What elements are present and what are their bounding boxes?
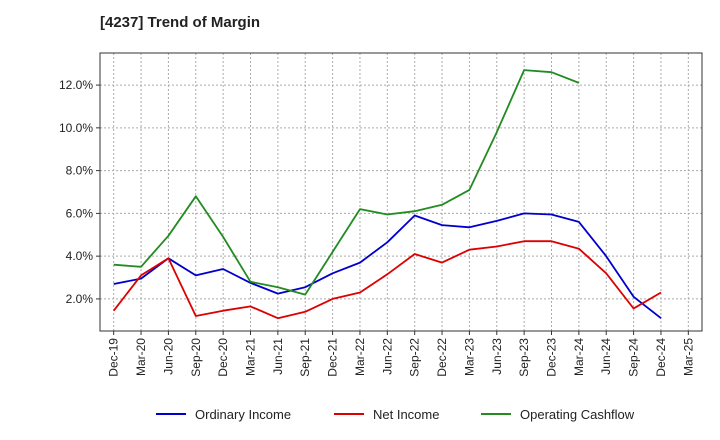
y-tick-label: 10.0%: [59, 121, 93, 135]
x-tick-label: Mar-21: [244, 338, 258, 376]
x-tick-label: Sep-23: [517, 338, 531, 377]
x-tick-label: Sep-22: [408, 338, 422, 377]
x-tick-label: Jun-21: [271, 338, 285, 375]
y-tick-label: 4.0%: [66, 249, 94, 263]
y-tick-label: 2.0%: [66, 292, 94, 306]
y-tick-label: 8.0%: [66, 164, 94, 178]
series-line-operating-cashflow: [113, 69, 580, 296]
x-tick-label: Mar-23: [462, 338, 476, 376]
chart-title: [4237] Trend of Margin: [100, 14, 261, 31]
x-tick-label: Mar-24: [572, 338, 586, 376]
legend-label-ordinary-income: Ordinary Income: [195, 407, 291, 422]
x-tick-label: Jun-20: [161, 338, 175, 375]
x-tick-label: Dec-20: [216, 338, 230, 377]
x-tick-label: Sep-20: [189, 338, 203, 377]
y-tick-label: 12.0%: [59, 78, 93, 92]
x-tick-label: Dec-21: [326, 338, 340, 377]
x-tick-label: Dec-24: [654, 338, 668, 377]
x-tick-label: Mar-22: [353, 338, 367, 376]
legend-label-net-income: Net Income: [373, 407, 439, 422]
x-tick-label: Mar-25: [681, 338, 695, 376]
y-tick-label: 6.0%: [66, 206, 94, 220]
x-tick-label: Dec-19: [107, 338, 121, 377]
x-tick-label: Sep-24: [627, 338, 641, 377]
x-tick-label: Dec-22: [435, 338, 449, 377]
x-tick-label: Jun-22: [380, 338, 394, 375]
x-tick-label: Sep-21: [298, 338, 312, 377]
series-line-net-income: [112, 240, 662, 320]
series-line-ordinary-income: [113, 212, 662, 319]
legend-label-operating-cashflow: Operating Cashflow: [520, 407, 635, 422]
plot-frame: [99, 52, 703, 332]
x-tick-label: Dec-23: [545, 338, 559, 377]
x-tick-label: Mar-20: [134, 338, 148, 376]
x-tick-label: Jun-24: [599, 338, 613, 375]
x-tick-label: Jun-23: [490, 338, 504, 375]
